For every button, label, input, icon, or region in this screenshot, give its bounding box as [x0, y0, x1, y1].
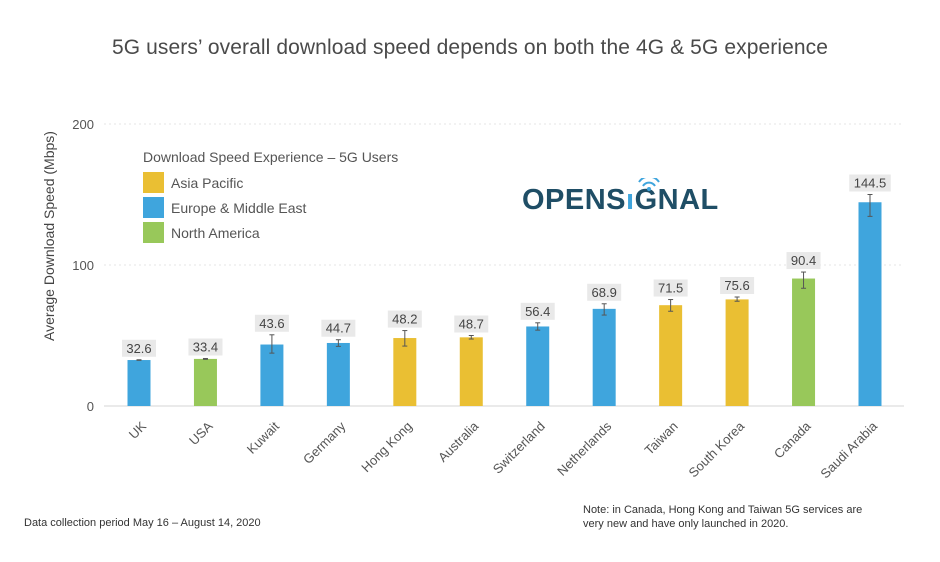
x-tick-label: Canada — [771, 418, 814, 461]
signal-arc-icon — [642, 181, 656, 187]
data-label-background — [387, 310, 422, 328]
legend-swatch — [143, 197, 164, 218]
x-tick-label: Netherlands — [554, 418, 615, 479]
footnote: Note: in Canada, Hong Kong and Taiwan 5G… — [583, 504, 863, 530]
x-tick-label: Switzerland — [490, 419, 548, 477]
data-label: 56.4 — [525, 304, 550, 319]
data-label: 43.6 — [259, 316, 284, 331]
legend-swatch — [143, 222, 164, 243]
bar — [393, 338, 417, 406]
x-tick-label: Australia — [435, 418, 482, 465]
data-label-background — [122, 339, 156, 357]
bars: 32.6 33.4 43.6 44.7 48.2 48.7 56.4 68.9 71.5 75.6… — [122, 174, 891, 406]
x-tick-label: Hong Kong — [358, 419, 415, 476]
legend-swatch — [143, 172, 164, 193]
bar — [592, 308, 616, 406]
data-label-background — [849, 174, 891, 192]
bar — [858, 202, 882, 406]
x-tick-label: Taiwan — [642, 419, 681, 458]
bar — [260, 344, 284, 406]
x-tick-label: Germany — [300, 418, 349, 467]
data-label-background — [653, 279, 688, 297]
legend-entry-label: North America — [171, 225, 260, 241]
data-label: 44.7 — [326, 321, 351, 336]
y-axis-ticks: 0 100 200 — [72, 117, 94, 414]
bar — [127, 360, 151, 406]
data-label-background — [454, 315, 489, 333]
signal-arc-icon — [638, 175, 660, 183]
legend-title: Download Speed Experience – 5G Users — [143, 149, 398, 165]
data-label-background — [587, 283, 622, 301]
y-tick-label: 200 — [72, 117, 94, 132]
data-collection-note: Data collection period May 16 – August 1… — [24, 517, 261, 529]
data-label: 144.5 — [854, 176, 887, 191]
data-label: 75.6 — [724, 278, 749, 293]
data-label: 32.6 — [126, 341, 151, 356]
x-tick-label: UK — [126, 418, 150, 442]
bar — [326, 342, 350, 406]
bar — [725, 299, 749, 406]
data-label-background — [720, 277, 755, 295]
data-label-background — [520, 302, 555, 320]
legend: Download Speed Experience – 5G Users Asi… — [143, 149, 398, 243]
x-tick-label: Kuwait — [244, 418, 282, 456]
data-label: 68.9 — [592, 285, 617, 300]
x-tick-label: Saudi Arabia — [817, 418, 880, 481]
y-tick-label: 100 — [72, 258, 94, 273]
data-label-background — [786, 252, 821, 270]
data-label: 48.7 — [459, 317, 484, 332]
logo-text: OPENSıGNAL — [522, 184, 719, 216]
legend-entry-label: Asia Pacific — [171, 175, 243, 191]
legend-entry-label: Europe & Middle East — [171, 200, 307, 216]
logo-graphic: OPENSıGNAL — [522, 175, 719, 216]
x-tick-label: USA — [186, 418, 216, 448]
x-axis-ticks: UK USA Kuwait Germany Hong Kong Australia Swit… — [126, 418, 881, 481]
data-label-background — [321, 319, 356, 337]
bar — [526, 326, 550, 406]
chart-title: 5G users’ overall download speed depends… — [111, 36, 829, 59]
data-label: 90.4 — [791, 253, 816, 268]
data-label: 48.2 — [392, 312, 417, 327]
signal-dot-icon — [647, 187, 651, 191]
y-axis-label: Average Download Speed (Mbps) — [41, 131, 57, 341]
gridlines — [104, 123, 904, 407]
bar — [792, 278, 816, 406]
opensignal-logo: OPENSıGNAL — [522, 175, 732, 226]
bar — [659, 305, 683, 406]
bar — [193, 358, 217, 406]
data-label-background — [254, 314, 289, 332]
y-tick-label: 0 — [87, 399, 94, 414]
x-tick-label: South Korea — [685, 418, 747, 480]
bar — [459, 337, 483, 406]
data-label: 33.4 — [193, 339, 218, 354]
data-label-background — [188, 338, 223, 356]
data-label: 71.5 — [658, 281, 683, 296]
